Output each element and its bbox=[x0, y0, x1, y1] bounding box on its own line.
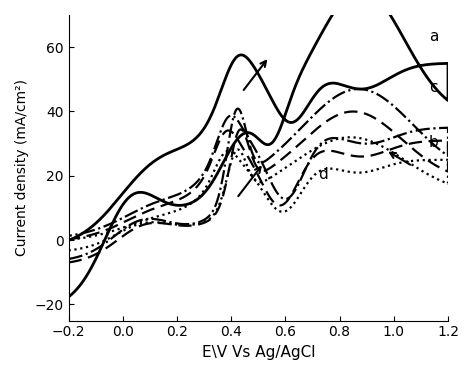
X-axis label: E\V Vs Ag/AgCl: E\V Vs Ag/AgCl bbox=[201, 345, 315, 360]
Text: d: d bbox=[318, 167, 328, 182]
Text: b: b bbox=[429, 135, 439, 150]
Text: a: a bbox=[429, 29, 438, 44]
Y-axis label: Current density (mA/cm²): Current density (mA/cm²) bbox=[15, 79, 29, 256]
Text: c: c bbox=[429, 80, 438, 95]
